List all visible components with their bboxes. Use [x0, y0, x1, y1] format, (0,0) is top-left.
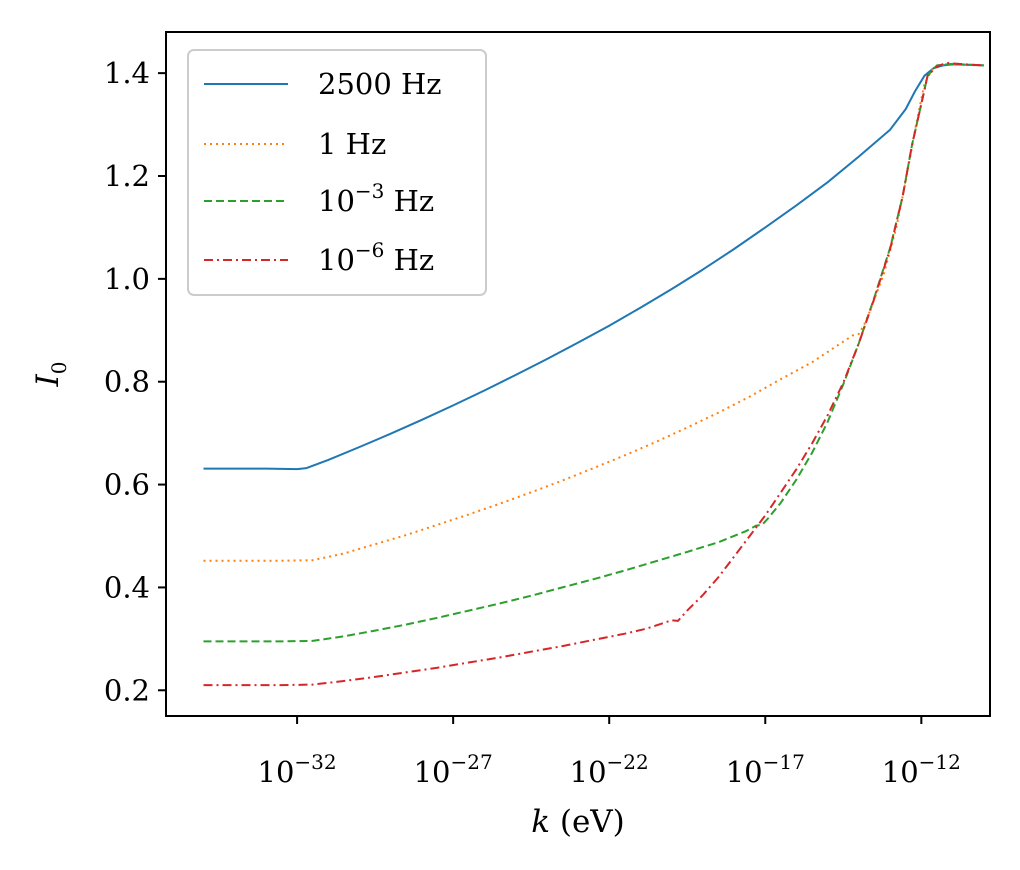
y-tick-label: 1.4: [104, 56, 150, 90]
x-tick-base: 10: [570, 755, 607, 789]
legend-items: 2500 Hz 1 Hz 10−3 Hz 10−6 Hz: [204, 67, 442, 277]
legend-label-2: 10−3 Hz: [318, 179, 434, 218]
series-line-2: [203, 62, 984, 643]
y-tick-label: 1.2: [104, 159, 150, 193]
series-layer: [203, 61, 984, 687]
legend-label-1: 1 Hz: [318, 127, 386, 161]
series-line-3: [203, 61, 984, 687]
x-tick-exponent: −27: [450, 750, 492, 774]
y-axis-label: I0: [30, 362, 71, 388]
x-tick-label: 10−12: [882, 750, 961, 789]
y-tick-label: 0.6: [104, 468, 150, 502]
legend: 2500 Hz 1 Hz 10−3 Hz 10−6 Hz: [187, 49, 487, 296]
legend-label-0: 2500 Hz: [318, 67, 442, 101]
y-tick-label: 0.8: [104, 365, 150, 399]
x-axis-ticks: 10−32 10−27 10−22 10−17 10−12: [258, 716, 961, 789]
x-axis-label: k (eV): [531, 804, 625, 840]
x-tick-base: 10: [414, 755, 451, 789]
y-tick-label: 0.4: [104, 570, 150, 604]
x-tick-exponent: −32: [294, 750, 336, 774]
x-tick-label: 10−27: [414, 750, 493, 789]
x-tick-label: 10−32: [258, 750, 337, 789]
x-tick-base: 10: [726, 755, 763, 789]
plot-frame: [165, 31, 991, 717]
x-tick-label: 10−22: [570, 750, 649, 789]
y-axis-ticks: 0.2 0.4 0.6 0.8 1.0 1.2 1.4: [104, 56, 166, 707]
series-line-0: [203, 63, 984, 471]
x-tick-exponent: −22: [607, 750, 649, 774]
legend-label-3: 10−6 Hz: [318, 238, 434, 277]
legend-box: [187, 49, 487, 296]
x-tick-exponent: −12: [919, 750, 961, 774]
x-tick-base: 10: [882, 755, 919, 789]
y-tick-label: 1.0: [104, 262, 150, 296]
x-tick-exponent: −17: [763, 750, 805, 774]
x-tick-label: 10−17: [726, 750, 805, 789]
y-tick-label: 0.2: [104, 673, 150, 707]
x-tick-base: 10: [258, 755, 295, 789]
